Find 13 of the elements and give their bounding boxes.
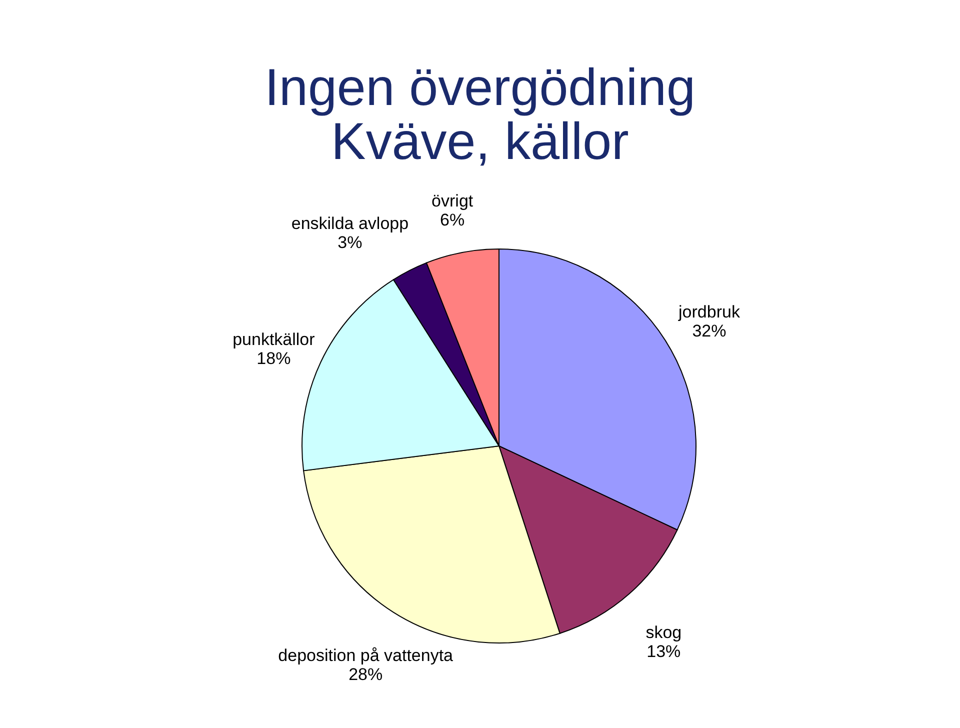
slice-label: skog xyxy=(646,622,682,642)
slice-label: övrigt xyxy=(432,191,474,210)
chart-title: Ingen övergödning xyxy=(264,59,696,117)
slice-label: jordbruk xyxy=(678,302,740,322)
slice-label: deposition på vattenyta xyxy=(278,646,454,666)
data-label: 3% xyxy=(338,233,362,252)
slice-label: enskilda avlopp xyxy=(291,214,409,234)
data-label: 32% xyxy=(692,322,726,341)
data-label: 6% xyxy=(440,210,465,230)
data-label: 18% xyxy=(256,348,291,368)
slice-label: punktkällor xyxy=(232,330,316,349)
data-label: 28% xyxy=(348,665,383,684)
data-label: 13% xyxy=(646,642,681,661)
